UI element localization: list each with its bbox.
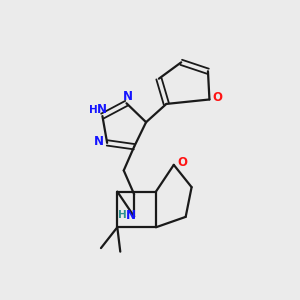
Text: O: O	[177, 156, 187, 169]
Text: H: H	[118, 210, 127, 220]
Text: N: N	[123, 90, 133, 103]
Text: O: O	[213, 91, 223, 103]
Text: N: N	[94, 135, 104, 148]
Text: H: H	[89, 105, 98, 115]
Text: N: N	[97, 103, 107, 116]
Text: N: N	[126, 208, 136, 222]
